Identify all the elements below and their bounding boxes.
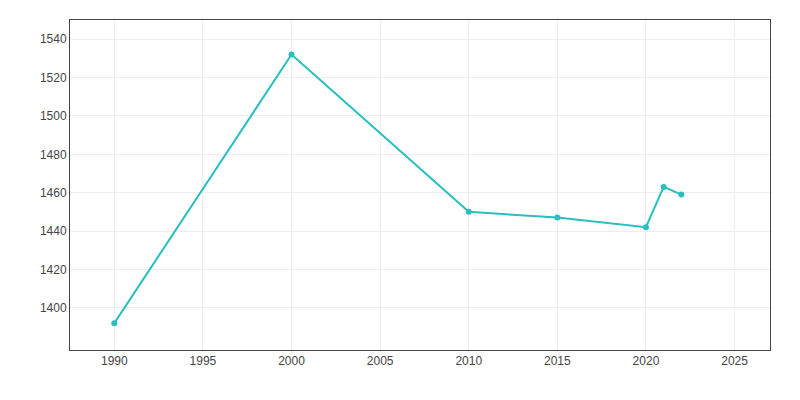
svg-text:1400: 1400: [40, 301, 67, 315]
svg-text:2000: 2000: [278, 354, 305, 368]
svg-text:1540: 1540: [40, 32, 67, 46]
svg-text:1990: 1990: [101, 354, 128, 368]
svg-text:2015: 2015: [544, 354, 571, 368]
svg-text:1995: 1995: [190, 354, 217, 368]
svg-text:1480: 1480: [40, 148, 67, 162]
svg-text:1420: 1420: [40, 263, 67, 277]
svg-text:2020: 2020: [633, 354, 660, 368]
svg-text:1460: 1460: [40, 186, 67, 200]
svg-text:2005: 2005: [367, 354, 394, 368]
svg-text:2010: 2010: [455, 354, 482, 368]
svg-text:1500: 1500: [40, 109, 67, 123]
svg-text:1440: 1440: [40, 224, 67, 238]
svg-text:1520: 1520: [40, 71, 67, 85]
svg-text:2025: 2025: [721, 354, 748, 368]
